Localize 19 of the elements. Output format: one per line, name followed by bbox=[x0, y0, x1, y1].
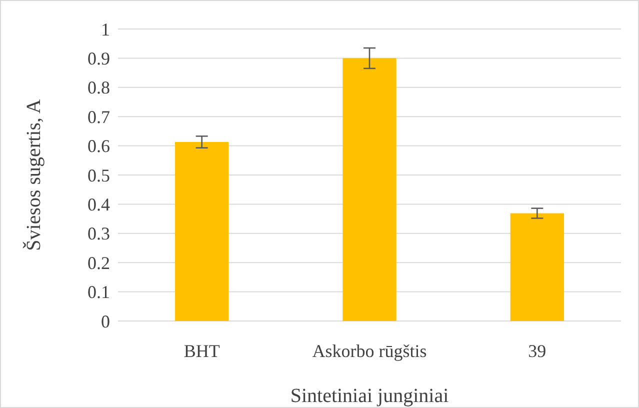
bar bbox=[342, 58, 396, 321]
y-tick-label: 0.2 bbox=[88, 252, 110, 273]
y-tick-label: 0 bbox=[101, 311, 110, 332]
y-axis-title: Šviesos sugertis, A bbox=[22, 98, 45, 251]
bar bbox=[510, 213, 564, 321]
y-tick-label: 0.8 bbox=[88, 78, 110, 98]
y-tick-label: 0.9 bbox=[88, 48, 110, 68]
bar bbox=[175, 142, 229, 321]
x-tick-label: BHT bbox=[184, 341, 220, 361]
y-tick-label: 0.5 bbox=[88, 165, 110, 186]
y-tick-label: 0.4 bbox=[88, 194, 110, 214]
y-tick-label: 0.1 bbox=[88, 282, 110, 302]
x-tick-label: Askorbo rūgštis bbox=[312, 341, 427, 361]
y-tick-label: 1 bbox=[101, 19, 110, 40]
x-tick-label: 39 bbox=[528, 341, 546, 361]
x-axis-title: Sintetiniai junginiai bbox=[290, 385, 450, 407]
y-tick-label: 0.7 bbox=[88, 106, 110, 127]
y-tick-label: 0.3 bbox=[88, 224, 110, 244]
y-tick-label: 0.6 bbox=[88, 136, 110, 156]
